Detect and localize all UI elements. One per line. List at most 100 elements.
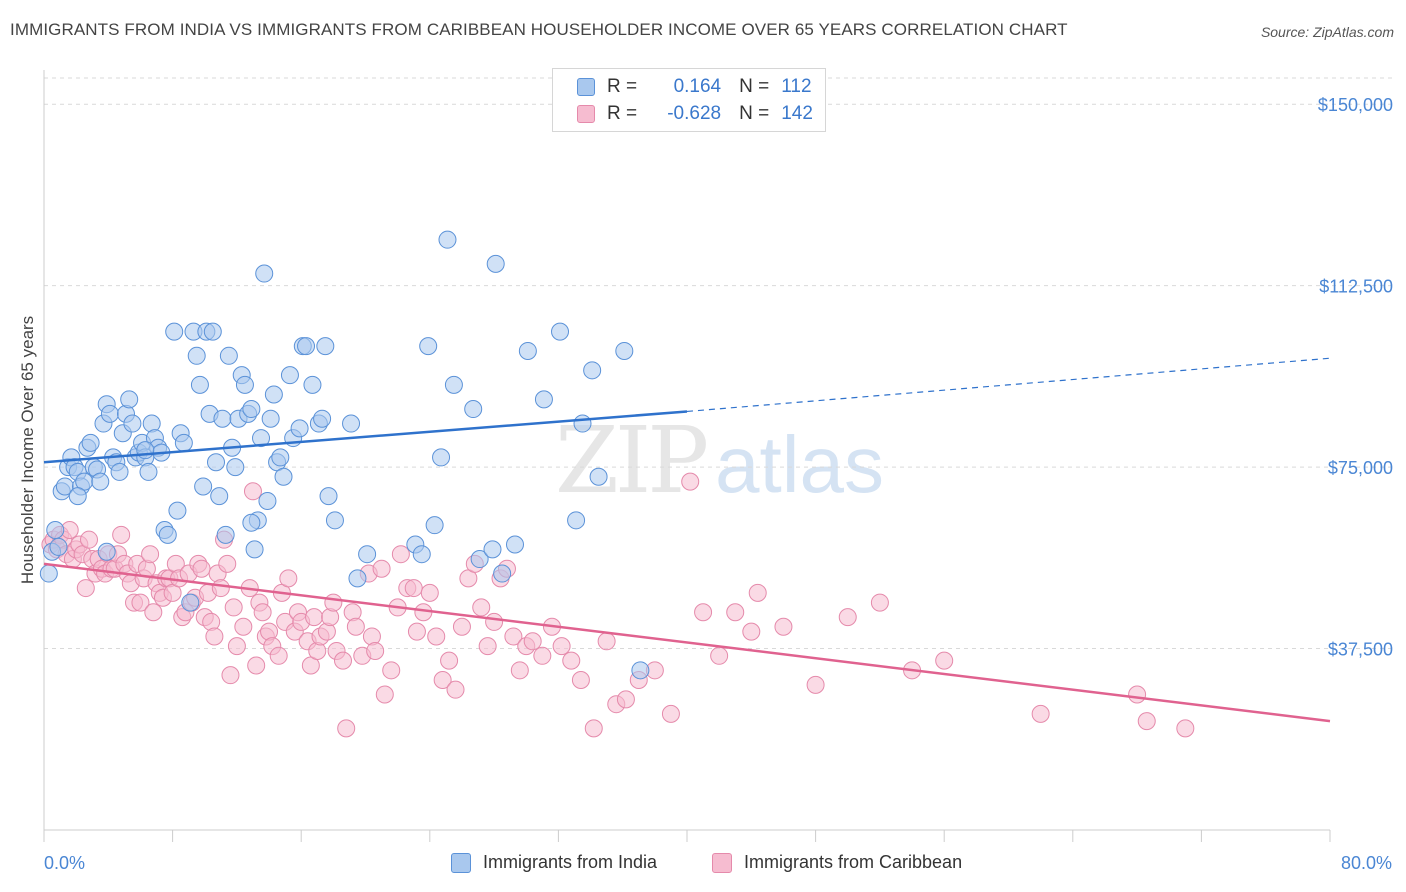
- india-point: [470, 550, 489, 569]
- india-point: [358, 545, 377, 564]
- india-trend-line: [43, 410, 688, 464]
- trend-lines: [43, 357, 1331, 723]
- india-point: [181, 593, 200, 612]
- caribbean-point: [253, 603, 272, 622]
- caribbean-point: [243, 482, 262, 501]
- india-point: [168, 501, 187, 520]
- india-point: [210, 487, 229, 506]
- caribbean-point: [112, 525, 131, 544]
- caribbean-point: [681, 472, 700, 491]
- india-point: [261, 409, 280, 428]
- caribbean-point: [774, 617, 793, 636]
- india-point: [81, 433, 100, 452]
- caribbean-point: [366, 641, 385, 660]
- caribbean-point: [1137, 712, 1156, 731]
- legend-swatch-india-bottom: [451, 852, 471, 873]
- india-point: [120, 390, 139, 409]
- caribbean-point: [391, 545, 410, 564]
- india-point: [213, 409, 232, 428]
- india-point: [325, 511, 344, 530]
- india-point: [165, 322, 184, 341]
- caribbean-point: [661, 704, 680, 723]
- india-point: [313, 409, 332, 428]
- caribbean-point: [694, 603, 713, 622]
- caribbean-point: [571, 671, 590, 689]
- caribbean-point: [1031, 704, 1050, 723]
- series-legend: Immigrants from India Immigrants from Ca…: [0, 852, 1406, 878]
- india-point: [432, 448, 451, 467]
- y-tick-label: $150,000: [1318, 95, 1393, 115]
- caribbean-point: [76, 579, 95, 598]
- caribbean-trend-line: [43, 562, 1331, 723]
- caribbean-point: [337, 719, 356, 738]
- caribbean-point: [420, 583, 439, 602]
- india-point: [97, 542, 116, 561]
- india-point: [303, 375, 322, 394]
- caribbean-point: [485, 612, 504, 631]
- chart-title: IMMIGRANTS FROM INDIA VS IMMIGRANTS FROM…: [10, 20, 1068, 39]
- india-point: [534, 390, 553, 409]
- legend-swatch-india: [577, 78, 595, 96]
- caribbean-point: [562, 651, 581, 670]
- caribbean-point: [234, 617, 253, 636]
- india-point: [464, 400, 483, 419]
- caribbean-point: [433, 671, 452, 689]
- caribbean-point: [440, 651, 459, 670]
- caribbean-point: [144, 603, 163, 622]
- caribbean-point: [446, 680, 465, 699]
- legend-row-india: R = 0.164 N = 112: [577, 74, 812, 100]
- caribbean-point: [1128, 685, 1147, 704]
- india-point: [505, 535, 524, 554]
- correlation-legend: R = 0.164 N = 112 R = -0.628 N = 142: [552, 68, 826, 132]
- caribbean-point: [404, 579, 423, 598]
- caribbean-point: [806, 675, 825, 694]
- india-point: [187, 346, 206, 365]
- legend-r-label-india: R =: [607, 76, 638, 97]
- india-point: [174, 433, 193, 452]
- caribbean-point: [523, 632, 542, 651]
- caribbean-point: [346, 617, 365, 636]
- india-point: [483, 540, 502, 559]
- india-point: [518, 341, 537, 360]
- caribbean-point: [742, 622, 761, 641]
- y-tick-label: $75,000: [1328, 458, 1393, 478]
- legend-row-caribbean: R = -0.628 N = 142: [577, 101, 813, 127]
- legend-n-label-caribbean: N =: [739, 103, 770, 124]
- caribbean-point: [710, 646, 729, 665]
- watermark: ZIP atlas: [555, 407, 884, 514]
- y-tick-label: $112,500: [1319, 277, 1393, 297]
- india-point: [348, 569, 367, 588]
- caribbean-point: [131, 593, 150, 612]
- caribbean-point: [414, 603, 433, 622]
- caribbean-point: [726, 603, 745, 622]
- india-point: [136, 441, 155, 460]
- india-point: [219, 346, 238, 365]
- caribbean-point: [510, 661, 529, 680]
- legend-swatch-caribbean-bottom: [712, 852, 732, 873]
- india-point: [235, 375, 254, 394]
- y-tick-labels: $37,500 $75,000 $112,500 $150,000: [1318, 95, 1393, 659]
- india-point: [589, 467, 608, 486]
- legend-swatch-caribbean: [577, 105, 595, 123]
- india-point: [110, 462, 129, 481]
- india-point: [274, 467, 293, 486]
- caribbean-point: [221, 666, 240, 685]
- caribbean-point: [584, 719, 603, 738]
- caribbean-point: [324, 593, 343, 612]
- india-point: [258, 491, 277, 510]
- india-point: [245, 540, 264, 559]
- legend-r-label-caribbean: R =: [607, 103, 638, 124]
- caribbean-point: [838, 608, 857, 627]
- india-point: [280, 366, 299, 385]
- india-point: [255, 264, 274, 283]
- legend-r-value-caribbean: -0.628: [667, 103, 722, 124]
- caribbean-point: [870, 593, 889, 612]
- india-point: [551, 322, 570, 341]
- caribbean-point: [247, 656, 266, 675]
- caribbean-point: [407, 622, 426, 641]
- india-point: [319, 487, 338, 506]
- caribbean-point: [616, 690, 635, 709]
- caribbean-point: [224, 598, 243, 617]
- india-point: [567, 511, 586, 530]
